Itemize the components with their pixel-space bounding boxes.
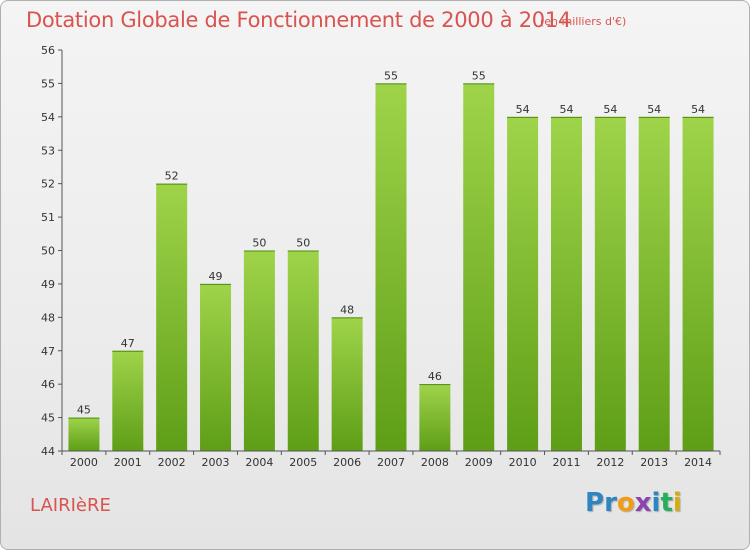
bars: 45 47 52 49 50 50 48 55 46 55 54 54 54 54 54 [68,69,714,452]
y-tick-label: 49 [41,278,55,291]
x-tick-label: 2012 [596,456,624,469]
x-tick-label: 2007 [377,456,405,469]
bar-value-label: 49 [209,270,223,283]
y-tick-label: 44 [41,445,55,458]
bar-2001 [112,350,144,451]
y-tick-label: 47 [41,345,55,358]
x-tick-label: 2002 [158,456,186,469]
bar-2009 [463,83,495,452]
x-tick-label: 2013 [640,456,668,469]
proxiti-logo[interactable]: Proxiti [585,488,682,518]
x-tick-label: 2001 [114,456,142,469]
y-tick-label: 48 [41,311,55,324]
x-tick-label: 2003 [202,456,230,469]
bar-value-label: 54 [647,103,661,116]
bar-2014 [682,116,714,451]
y-tick-label: 50 [41,245,55,258]
bar-value-label: 47 [121,337,135,350]
logo-letter: i [651,488,661,518]
y-tick-label: 53 [41,144,55,157]
y-tick-label: 46 [41,378,55,391]
bar-2005 [287,250,319,451]
logo-letter: r [604,488,617,518]
x-tick-label: 2006 [333,456,361,469]
y-tick-label: 52 [41,178,55,191]
chart-subtitle: (en milliers d'€) [540,15,627,28]
bar-value-label: 50 [296,237,310,250]
bar-2004 [243,250,275,451]
bar-value-label: 54 [603,103,617,116]
bar-value-label: 54 [691,103,705,116]
x-tick-label: 2011 [552,456,580,469]
x-tick-label: 2005 [289,456,317,469]
x-tick-label: 2008 [421,456,449,469]
bar-2010 [507,116,539,451]
bar-2002 [156,183,188,451]
x-tick-label: 2010 [509,456,537,469]
bar-value-label: 50 [252,237,266,250]
bar-value-label: 48 [340,303,354,316]
y-tick-label: 51 [41,211,55,224]
y-axis: 44 45 46 47 48 49 50 51 52 53 54 55 56 [41,44,63,458]
commune-name: LAIRIèRE [30,495,111,516]
logo-letter: o [616,488,635,518]
bar-value-label: 45 [77,404,91,417]
bar-value-label: 46 [428,370,442,383]
logo-letter: x [634,488,652,518]
y-tick-label: 55 [41,77,55,90]
y-tick-label: 56 [41,44,55,57]
bar-2000 [68,417,100,451]
bar-2013 [638,116,670,451]
x-tick-label: 2014 [684,456,712,469]
bar-2011 [550,116,582,451]
x-axis: 2000 2001 2002 2003 2004 2005 2006 2007 2008 2009… [61,450,721,469]
bar-2007 [375,83,407,452]
x-tick-label: 2004 [245,456,273,469]
chart-title: Dotation Globale de Fonctionnement de 20… [26,8,571,32]
bar-2006 [331,317,363,451]
bar-value-label: 55 [384,69,398,82]
y-tick-label: 45 [41,412,55,425]
logo-letter: i [672,488,682,518]
logo-letter: t [660,488,673,518]
x-tick-label: 2009 [465,456,493,469]
bar-value-label: 54 [516,103,530,116]
x-tick-label: 2000 [70,456,98,469]
bar-2003 [200,283,232,451]
bar-2012 [594,116,626,451]
y-tick-label: 54 [41,111,55,124]
bar-2008 [419,384,451,451]
logo-letter: P [585,488,605,518]
bar-value-label: 52 [165,170,179,183]
bar-value-label: 55 [472,69,486,82]
bar-value-label: 54 [559,103,573,116]
